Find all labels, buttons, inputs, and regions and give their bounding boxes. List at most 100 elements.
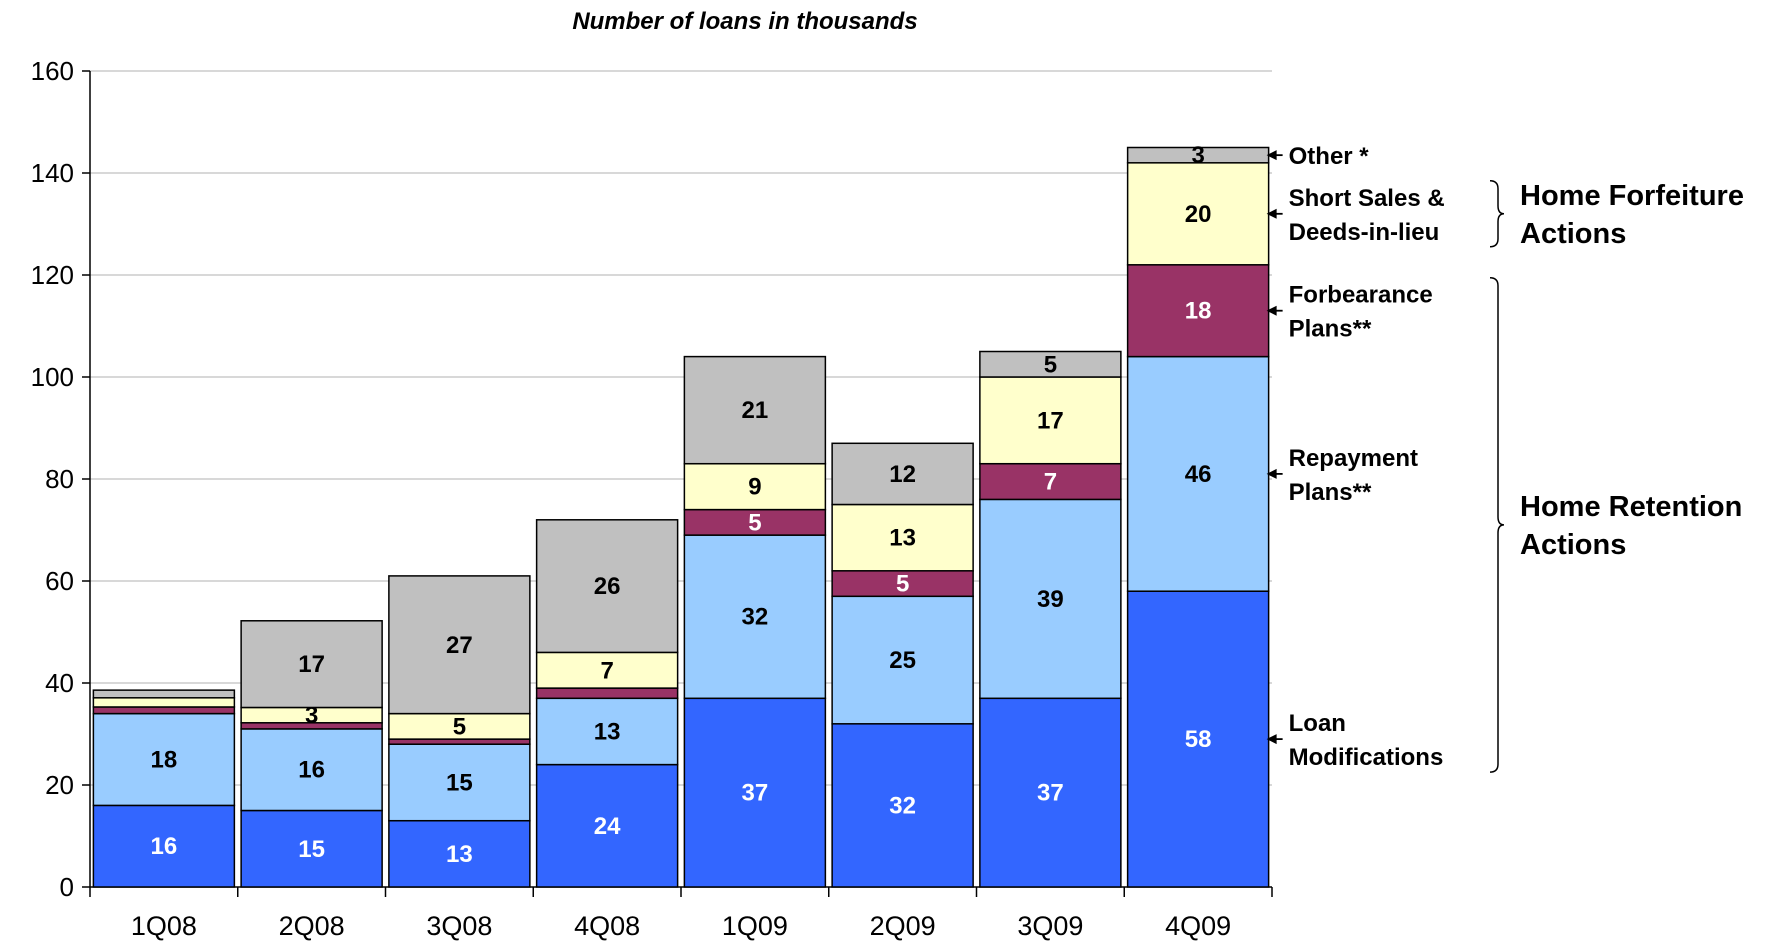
annotation-line: Short Sales &: [1289, 185, 1445, 212]
annotation-label: Repayment Plans**: [1289, 445, 1418, 506]
data-label-repay: 18: [151, 747, 178, 774]
data-label-other: 17: [298, 651, 325, 678]
bar-segment-repay: [979, 498, 1122, 700]
annotation-label: Other *: [1289, 143, 1370, 170]
annotation-label: Forbearance Plans**: [1289, 282, 1433, 343]
bar-segment-forbear: [535, 687, 679, 700]
annotation-line: Other *: [1289, 143, 1370, 170]
bar-segment-short_sales: [92, 697, 236, 708]
data-label-short_sales: 9: [748, 474, 761, 501]
data-label-other: 27: [446, 632, 473, 659]
data-label-repay: 15: [446, 769, 473, 796]
bar-segment-forbear: [831, 570, 974, 598]
data-label-repay: 46: [1185, 461, 1212, 488]
bar-segment-loan_mod: [92, 804, 236, 888]
data-label-repay: 16: [298, 757, 325, 784]
data-label-forbear: 7: [1044, 469, 1057, 496]
x-tick-label: 3Q09: [1017, 911, 1083, 941]
bar-segment-loan_mod: [683, 697, 827, 888]
bar-segment-short_sales: [535, 651, 679, 689]
x-tick-label: 1Q08: [131, 911, 197, 941]
y-tick-label: 120: [31, 260, 74, 290]
bar-segment-loan_mod: [1126, 590, 1270, 888]
bar-segment-loan_mod: [831, 723, 974, 888]
bar-segment-other: [240, 620, 383, 709]
data-label-short_sales: 13: [889, 525, 916, 552]
group-label: Home Retention Actions: [1520, 491, 1742, 561]
bar-segment-short_sales: [683, 462, 827, 511]
bar-segment-short_sales: [388, 712, 531, 740]
bar-segment-repay: [831, 595, 974, 725]
data-label-short_sales: 7: [600, 657, 613, 684]
bar-segment-other: [979, 350, 1122, 378]
data-label-forbear: 5: [896, 571, 909, 598]
bar-segment-repay: [92, 712, 236, 807]
group-label-line: Home Retention: [1520, 491, 1742, 523]
group-label: Home Forfeiture Actions: [1520, 180, 1744, 250]
data-label-short_sales: 3: [305, 702, 318, 729]
annotation-arrow-head: [1266, 208, 1277, 219]
data-label-other: 21: [742, 397, 769, 424]
bar-segment-repay: [240, 728, 383, 812]
data-label-forbear: 18: [1185, 298, 1212, 325]
y-tick-label: 140: [31, 158, 74, 188]
data-label-short_sales: 17: [1037, 407, 1064, 434]
group-label-line: Home Forfeiture: [1520, 180, 1744, 212]
bar-segment-forbear: [1126, 264, 1270, 358]
data-label-loan_mod: 37: [1037, 780, 1064, 807]
axes: 0 20 40 60 80 100 120 140 160 1Q08 2Q08 3Q08 4Q08 1Q0…: [31, 56, 1273, 941]
data-label-loan_mod: 37: [742, 780, 769, 807]
data-label-forbear: 5: [748, 509, 761, 536]
bar-segment-other: [388, 575, 531, 715]
bars: 1618151631713155272413726373259213225513…: [92, 142, 1270, 888]
data-label-repay: 25: [889, 647, 916, 674]
group-brace: [1489, 276, 1505, 773]
data-label-other: 12: [889, 461, 916, 488]
group-label-line: Actions: [1520, 218, 1626, 250]
y-tick-label: 80: [45, 464, 74, 494]
bar-segment-loan_mod: [240, 809, 383, 888]
annotation-label: Short Sales & Deeds-in-lieu: [1289, 185, 1445, 246]
data-label-loan_mod: 15: [298, 836, 325, 863]
annotation-line: Forbearance: [1289, 282, 1433, 309]
annotation-arrow-head: [1266, 150, 1277, 161]
x-tick-label: 4Q08: [574, 911, 640, 941]
data-label-loan_mod: 16: [151, 833, 178, 860]
data-label-other: 5: [1044, 351, 1057, 378]
bar-segment-repay: [683, 534, 827, 700]
y-tick-label: 40: [45, 668, 74, 698]
annotation-line: Plans**: [1289, 479, 1372, 506]
data-label-repay: 13: [594, 718, 621, 745]
bar-segment-loan_mod: [979, 697, 1122, 888]
x-tick-label: 3Q08: [426, 911, 492, 941]
data-label-loan_mod: 13: [446, 841, 473, 868]
series-annotations: Other * Short Sales & Deeds-in-lieu Forbear…: [1266, 143, 1744, 773]
data-label-repay: 32: [742, 604, 769, 631]
annotation-line: Modifications: [1289, 744, 1444, 771]
chart-title: Number of loans in thousands: [572, 8, 917, 35]
bar-segment-repay: [388, 743, 531, 822]
data-label-short_sales: 20: [1185, 201, 1212, 228]
annotation-arrow-head: [1266, 734, 1277, 745]
y-tick-label: 60: [45, 566, 74, 596]
y-tick-label: 0: [60, 872, 74, 902]
data-label-short_sales: 5: [453, 713, 466, 740]
annotation-line: Deeds-in-lieu: [1289, 219, 1440, 246]
data-label-other: 26: [594, 573, 621, 600]
bar-segment-loan_mod: [535, 763, 679, 888]
bar-segment-short_sales: [979, 376, 1122, 465]
annotation-arrow-head: [1266, 468, 1277, 479]
group-label-line: Actions: [1520, 529, 1626, 561]
y-tick-label: 100: [31, 362, 74, 392]
x-tick-label: 4Q09: [1165, 911, 1231, 941]
bar-segment-other: [831, 442, 974, 506]
annotation-label: Loan Modifications: [1289, 710, 1444, 771]
data-label-loan_mod: 58: [1185, 726, 1212, 753]
bar-segment-other: [535, 519, 679, 654]
x-tick-label: 2Q09: [870, 911, 936, 941]
annotation-line: Loan: [1289, 710, 1346, 737]
annotation-line: Repayment: [1289, 445, 1418, 472]
data-label-other: 3: [1191, 142, 1204, 169]
